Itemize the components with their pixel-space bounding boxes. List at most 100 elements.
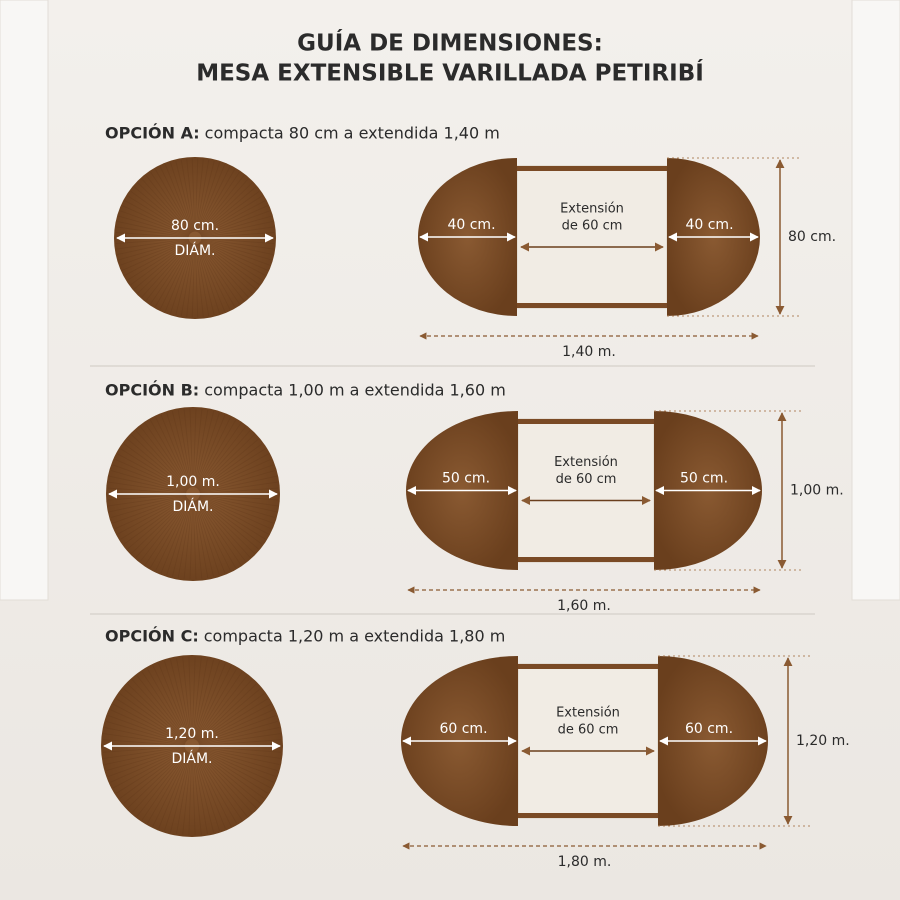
wood-grain — [140, 426, 190, 489]
extension-label: de 60 cm — [562, 219, 623, 234]
wood-grain — [195, 668, 237, 740]
window-left — [0, 0, 49, 601]
wood-grain — [199, 495, 276, 518]
wood-grain — [132, 751, 188, 813]
wood-grain — [199, 242, 253, 294]
rail — [517, 303, 667, 308]
wood-grain — [196, 499, 242, 565]
wood-grain — [131, 434, 189, 490]
wood-grain — [123, 497, 188, 545]
wood-grain — [191, 158, 196, 232]
half-label: 60 cm. — [439, 721, 487, 737]
wood-grain — [195, 159, 204, 232]
wood-grain — [194, 244, 199, 318]
extension-label: de 60 cm — [558, 723, 619, 738]
wood-grain — [188, 656, 193, 739]
wood-grain — [197, 430, 251, 490]
wood-grain — [195, 159, 210, 232]
wood-grain — [116, 749, 187, 794]
option-description: compacta 80 cm a extendida 1,40 m — [205, 124, 500, 143]
wood-grain — [198, 438, 259, 490]
wood-grain — [118, 239, 189, 261]
wood-grain — [196, 679, 252, 741]
wood-grain — [196, 751, 252, 813]
wood-grain — [191, 753, 196, 836]
wood-grain — [133, 241, 191, 290]
option-description: compacta 1,00 m a extendida 1,60 m — [204, 381, 506, 400]
wood-grain — [198, 715, 276, 744]
wood-grain — [164, 164, 193, 233]
half-label: 60 cm. — [685, 721, 733, 737]
wood-grain — [141, 178, 191, 234]
wood-grain — [145, 242, 192, 301]
wood-grain — [193, 409, 203, 488]
wood-grain — [200, 195, 263, 235]
wood-grain — [194, 411, 215, 488]
wood-grain — [197, 698, 268, 743]
wood-grain — [127, 195, 190, 235]
extension-label: Extensión — [556, 706, 620, 721]
wood-grain — [164, 661, 191, 740]
wood-grain — [193, 500, 203, 579]
wood-grain — [198, 748, 276, 777]
wood-grain — [193, 752, 214, 833]
wood-grain — [176, 753, 192, 834]
wood-grain — [199, 464, 274, 492]
wood-grain — [195, 244, 204, 317]
wood-grain — [130, 241, 190, 285]
wood-grain — [152, 752, 190, 827]
height-label: 80 cm. — [788, 229, 836, 245]
wood-grain — [192, 658, 208, 739]
wood-grain — [154, 169, 193, 233]
wood-grain — [152, 665, 190, 740]
wood-grain — [158, 663, 190, 740]
wood-grain — [180, 159, 195, 232]
option-label: OPCIÓN C: — [105, 627, 199, 646]
wood-grain — [196, 423, 242, 489]
wood-grain — [197, 749, 268, 794]
wood-grain — [171, 500, 192, 577]
wood-grain — [137, 242, 191, 294]
length-label: 1,40 m. — [562, 344, 616, 360]
wood-grain — [155, 500, 191, 571]
wood-grain — [144, 423, 190, 489]
wood-grain — [197, 169, 236, 233]
wood-grain — [150, 171, 192, 233]
wood-grain — [197, 243, 236, 307]
wood-grain — [112, 464, 187, 492]
wood-grain — [198, 703, 271, 743]
wood-grain — [194, 158, 199, 232]
height-label: 1,20 m. — [796, 733, 850, 749]
wood-grain — [154, 243, 193, 307]
wood-grain — [150, 419, 190, 489]
wood-grain — [196, 426, 246, 489]
wood-grain — [197, 434, 255, 490]
wood-grain — [200, 240, 268, 271]
extension-leaf — [516, 165, 668, 309]
wood-grain — [112, 496, 187, 524]
wood-grain — [127, 438, 188, 490]
wood-grain — [198, 175, 245, 234]
wood-grain — [141, 751, 189, 821]
wood-grain — [192, 500, 197, 580]
wood-grain — [106, 721, 186, 745]
wood-grain — [189, 408, 194, 488]
wood-grain — [198, 443, 263, 491]
title-line: GUÍA DE DIMENSIONES: — [297, 29, 603, 57]
wood-grain — [127, 498, 188, 550]
option: OPCIÓN A: compacta 80 cm a extendida 1,40… — [105, 124, 836, 361]
wood-grain — [200, 200, 266, 236]
wood-grain — [176, 658, 192, 739]
wood-grain — [166, 412, 192, 488]
wood-grain — [192, 657, 202, 739]
wood-grain — [170, 752, 191, 833]
wood-grain — [159, 166, 193, 233]
wood-grain — [197, 164, 226, 233]
wood-grain — [110, 495, 187, 518]
extension-leaf — [517, 663, 659, 819]
wood-grain — [186, 244, 195, 317]
wood-grain — [160, 500, 191, 574]
wood-grain — [120, 497, 188, 540]
half-label: 40 cm. — [685, 217, 733, 233]
wood-grain — [116, 698, 187, 743]
